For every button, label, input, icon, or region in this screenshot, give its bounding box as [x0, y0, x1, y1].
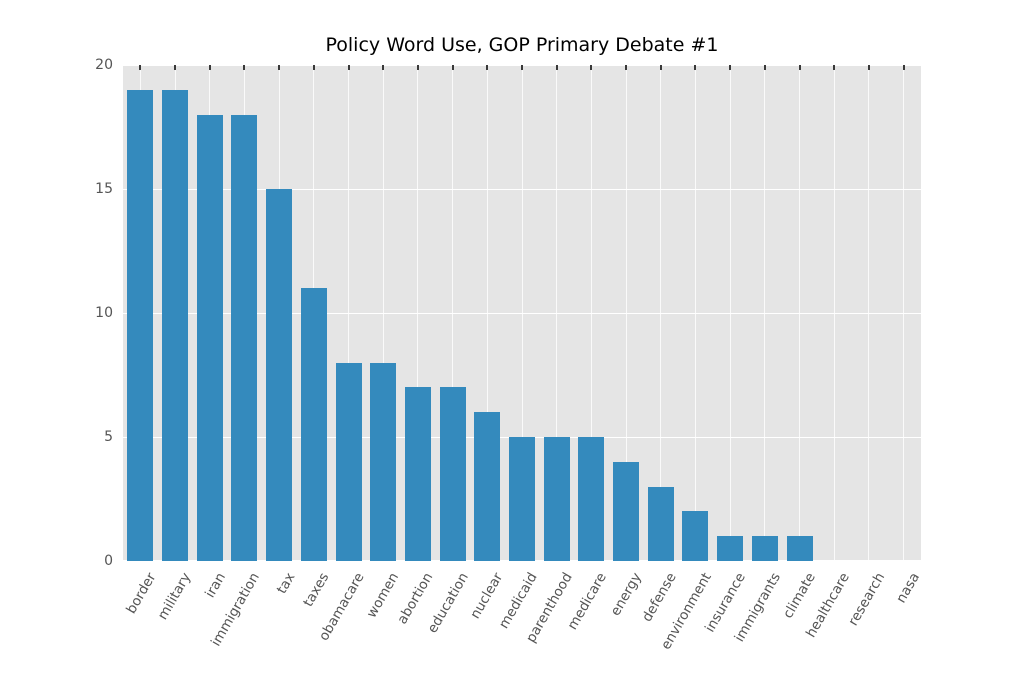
- grid-line-vertical: [729, 65, 731, 561]
- bar: [578, 437, 605, 561]
- axis-tick-mark: [139, 65, 142, 70]
- grid-line-vertical: [348, 65, 350, 561]
- axis-tick-mark: [416, 65, 419, 70]
- grid-line-vertical: [452, 65, 454, 561]
- bar: [439, 387, 466, 561]
- grid-line-vertical: [625, 65, 627, 561]
- y-tick-label: 15: [95, 181, 113, 197]
- x-tick-label: defense: [638, 570, 680, 625]
- bar: [786, 536, 813, 561]
- bar: [335, 362, 362, 561]
- bar: [196, 114, 223, 561]
- grid-line-vertical: [903, 65, 905, 561]
- axis-tick-mark: [867, 65, 870, 70]
- grid-line-vertical: [521, 65, 523, 561]
- plot-area: [123, 65, 921, 561]
- grid-line-vertical: [868, 65, 870, 561]
- grid-line-vertical: [382, 65, 384, 561]
- grid-line-vertical: [417, 65, 419, 561]
- bar: [404, 387, 431, 561]
- x-tick-label: women: [363, 570, 403, 621]
- axis-tick-mark: [521, 65, 523, 70]
- x-tick-label: climate: [779, 570, 819, 622]
- axis-tick-mark: [659, 65, 662, 70]
- bar: [162, 89, 189, 561]
- bar: [509, 437, 535, 561]
- axis-tick-mark: [729, 65, 732, 70]
- y-tick-label: 5: [104, 429, 113, 445]
- bar: [543, 437, 570, 561]
- axis-tick-mark: [902, 65, 905, 70]
- grid-line-vertical: [486, 65, 488, 561]
- x-tick-label: energy: [607, 570, 645, 619]
- x-tick-label: healthcare: [803, 570, 854, 641]
- axis-tick-mark: [243, 65, 246, 70]
- x-tick-label: nuclear: [467, 570, 507, 622]
- x-tick-label: medicare: [564, 570, 611, 633]
- y-tick-label: 10: [95, 305, 113, 321]
- y-tick-label: 0: [104, 553, 113, 569]
- bar: [231, 114, 258, 561]
- axis-tick-mark: [486, 65, 489, 70]
- x-tick-label: medicaid: [496, 570, 541, 632]
- axis-tick-mark: [347, 65, 350, 70]
- grid-line-vertical: [590, 65, 592, 561]
- bar: [647, 486, 674, 561]
- grid-line-vertical: [764, 65, 766, 561]
- bar: [266, 189, 293, 561]
- axis-tick-mark: [382, 65, 385, 70]
- bar: [682, 511, 709, 561]
- grid-line-vertical: [833, 65, 835, 561]
- x-tick-label: parenthood: [522, 570, 576, 646]
- x-tick-label: immigrants: [731, 570, 784, 645]
- x-tick-label: abortion: [394, 570, 437, 627]
- axis-tick-mark: [694, 65, 697, 70]
- x-tick-label: immigration: [208, 570, 264, 650]
- x-tick-label: insurance: [702, 570, 750, 636]
- axis-tick-mark: [312, 65, 315, 70]
- x-tick-label: nasa: [892, 570, 923, 606]
- axis-tick-mark: [590, 65, 593, 70]
- bar: [370, 362, 397, 561]
- axis-tick-mark: [555, 65, 558, 70]
- bar: [127, 89, 154, 561]
- axis-tick-mark: [833, 65, 836, 70]
- bar: [474, 412, 501, 561]
- x-tick-label: environment: [657, 570, 715, 653]
- bar: [751, 536, 778, 561]
- x-tick-label: education: [424, 570, 472, 637]
- grid-line-vertical: [556, 65, 558, 561]
- x-tick-label: military: [154, 570, 194, 623]
- bar: [717, 536, 744, 561]
- x-tick-label: taxes: [300, 570, 333, 610]
- grid-line-vertical: [799, 65, 801, 561]
- chart-title: Policy Word Use, GOP Primary Debate #1: [325, 34, 719, 56]
- axis-tick-mark: [798, 65, 801, 70]
- axis-tick-mark: [625, 65, 628, 70]
- bar: [613, 461, 640, 561]
- axis-tick-mark: [451, 65, 454, 70]
- x-tick-label: border: [123, 570, 160, 617]
- axis-tick-mark: [208, 65, 211, 70]
- x-tick-label: iran: [201, 570, 229, 601]
- y-tick-label: 20: [95, 57, 113, 73]
- x-tick-label: research: [844, 570, 888, 629]
- grid-line-vertical: [694, 65, 696, 561]
- axis-tick-mark: [174, 65, 177, 70]
- grid-line-vertical: [660, 65, 662, 561]
- x-tick-label: obamacare: [315, 570, 368, 644]
- axis-tick-mark: [763, 65, 766, 70]
- bar: [300, 288, 327, 561]
- axis-tick-mark: [278, 65, 281, 70]
- x-tick-label: tax: [273, 570, 298, 597]
